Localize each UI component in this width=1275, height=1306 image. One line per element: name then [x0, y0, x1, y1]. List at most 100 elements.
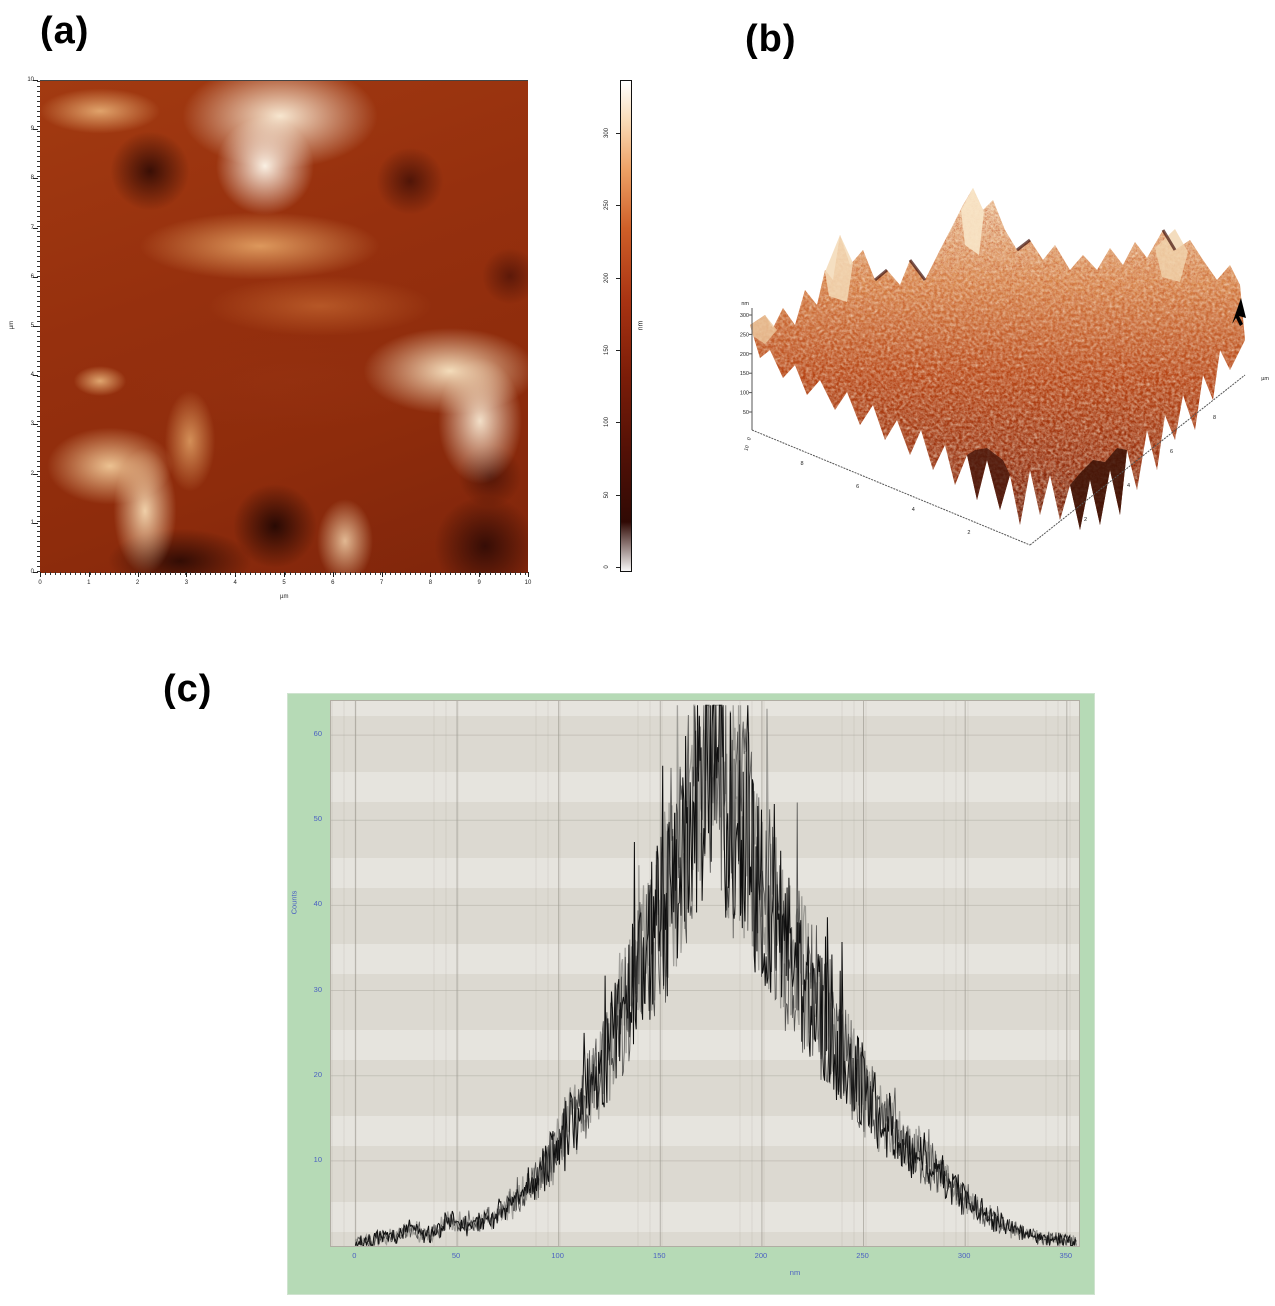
panel-a-x-tick-mark [528, 572, 529, 577]
panel-a-y-tick-label: 10 [27, 77, 34, 83]
histogram-y-tick-label: 10 [313, 1154, 322, 1164]
histogram-x-tick-label: 200 [754, 1251, 768, 1260]
panel-a-y-tick-mark [33, 129, 38, 131]
histogram-x-tick-label: 50 [451, 1251, 461, 1260]
histogram-y-tick-label: 60 [313, 729, 322, 739]
histogram-x-axis-title: nm [789, 1268, 801, 1277]
colorbar-tick-mark [616, 494, 620, 496]
colorbar-tick-label: 50 [604, 491, 610, 499]
panel-a-x-tick-label: 9 [477, 580, 481, 586]
highlight-right-ridge [1155, 229, 1188, 282]
panel-a-y-tick-mark [33, 227, 38, 229]
panel-a-y-tick-label: 8 [22, 175, 34, 181]
highlight-center-peak [961, 188, 984, 255]
panel-a-x-tick-label: 7 [379, 580, 384, 586]
panel-a-x-tick-label: 8 [428, 580, 433, 586]
colorbar-tick-mark [616, 132, 620, 134]
colorbar-tick-label: 0 [604, 565, 610, 569]
panel-a-y-tick-mark [33, 424, 38, 426]
panel-a-y-tick-mark [33, 473, 38, 475]
histogram-x-tick-label: 150 [653, 1251, 666, 1260]
histogram-chart [331, 701, 1079, 1249]
colorbar-tick-mark [616, 349, 620, 351]
panel-a-y-axis [37, 80, 40, 572]
afm-3d-surface-plot: nm30025020015010050010864202468µm [740, 188, 1270, 546]
panel-a-x-tick-mark [381, 572, 383, 577]
peak-marker-arrow [1232, 298, 1246, 326]
colorbar-tick-label: 100 [604, 417, 610, 428]
z-axis-unit-label: nm [741, 301, 749, 307]
panel-a-x-tick-label: 1 [87, 580, 91, 586]
colorbar-tick-label: 250 [604, 200, 610, 211]
colorbar-tick-mark [616, 205, 620, 207]
histogram-x-tick-label: 300 [957, 1251, 971, 1260]
colorbar-tick-label: 200 [604, 272, 610, 283]
panel-a-y-tick-label: 4 [22, 372, 34, 378]
highlight-left-ridge [825, 235, 853, 302]
panel-a-y-tick-mark [33, 522, 38, 524]
colorbar-tick-mark [616, 277, 620, 279]
histogram-y-tick-label: 20 [313, 1069, 322, 1079]
colorbar-tick-label: 300 [604, 127, 610, 138]
left-base-axis-tick-label: 6 [856, 484, 859, 490]
z-axis-tick-label: 100 [740, 391, 749, 397]
panel-a-y-tick-label: 6 [22, 274, 34, 280]
panel-a-y-tick-label: 9 [22, 126, 34, 132]
highlight-left-spur [750, 315, 777, 344]
right-base-axis-line [1029, 374, 1246, 546]
histogram-x-tick-label: 100 [551, 1251, 564, 1260]
panel-a-x-unit-label: µm [280, 594, 289, 600]
z-axis-tick-label: 50 [743, 410, 749, 416]
histogram-trace [354, 704, 1077, 1247]
histogram-plot-area [330, 700, 1080, 1249]
histogram-y-tick-label: 40 [313, 899, 322, 909]
3d-axis-labels: nm30025020015010050010864202468µm [740, 301, 1270, 536]
histogram-x-tick-label: 0 [352, 1251, 357, 1260]
panel-a-y-tick-label: 1 [22, 520, 34, 526]
right-base-axis-tick-label: 2 [1084, 517, 1087, 523]
panel-a-y-tick-mark [33, 326, 38, 327]
histogram-trace-shadow [354, 704, 1077, 1249]
panel-a-x-tick-mark [479, 572, 481, 577]
left-base-axis-tick-label: 4 [912, 507, 915, 513]
3d-axes [751, 308, 1246, 546]
panel-a-y-tick-label: 2 [22, 471, 34, 477]
panel-a-y-tick-label: 7 [22, 225, 34, 231]
histogram-x-tick-label: 250 [856, 1251, 869, 1260]
left-base-axis-line [751, 429, 1031, 546]
panel-a-x-tick-label: 10 [524, 580, 532, 586]
panel-a-x-tick-mark [430, 572, 432, 577]
panel-a-x-tick-mark [186, 572, 188, 577]
panel-a-x-tick-label: 6 [331, 580, 335, 586]
panel-a-y-tick-mark [33, 375, 38, 377]
right-base-axis-tick-label: 4 [1127, 483, 1130, 489]
z-axis-tick-label: 300 [740, 313, 749, 319]
panel-a-y-tick-label: 3 [22, 421, 34, 427]
ridge-shadow-stroke [874, 229, 1177, 282]
colorbar [620, 80, 632, 572]
panel-a-x-tick-mark [235, 572, 237, 577]
panel-a-y-tick-mark [33, 80, 38, 81]
histogram-y-tick-label: 50 [313, 814, 322, 824]
panel-a-y-tick-mark [33, 276, 38, 278]
colorbar-tick-mark [616, 422, 620, 424]
left-base-axis-tick-label: 2 [967, 530, 970, 536]
left-axis-origin-label: 10 [743, 444, 751, 451]
panel-a-y-tick-mark [33, 572, 38, 573]
front-teeth-shadow [1070, 448, 1127, 530]
surface-body [750, 188, 1245, 530]
panel-a-y-tick-label: 0 [22, 569, 34, 575]
left-base-axis-tick-label: 8 [801, 461, 804, 467]
panel-a-x-tick-mark [88, 572, 90, 577]
right-base-axis-tick-label: 8 [1213, 415, 1216, 421]
histogram-trace-overlay [355, 704, 1077, 1248]
panel-b-label: (b) [745, 18, 797, 60]
panel-a-label: (a) [40, 10, 90, 52]
panel-a-y-unit-label: µm [9, 320, 16, 330]
colorbar-tick-mark [616, 567, 620, 569]
front-teeth-shadow-2 [967, 448, 1010, 510]
panel-a-x-tick-label: 3 [184, 580, 189, 586]
right-axis-unit-label: µm [1261, 376, 1269, 382]
panel-a-x-tick-label: 4 [233, 580, 237, 586]
